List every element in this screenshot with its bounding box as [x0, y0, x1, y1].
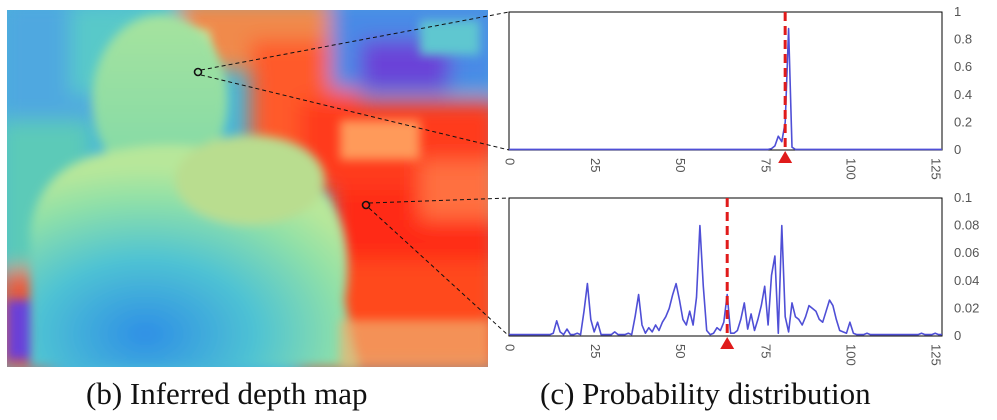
inferred-depth-map-image [7, 10, 488, 367]
y-tick-label: 0.02 [954, 300, 979, 315]
y-tick-label: 0 [954, 142, 961, 157]
y-tick-label: 0.1 [954, 190, 972, 205]
x-tick-label: 75 [758, 158, 773, 172]
y-tick-label: 0.04 [954, 273, 979, 288]
chart-frame-bottom [508, 197, 943, 337]
y-tick-label: 1 [954, 4, 961, 19]
y-tick-label: 0.8 [954, 32, 972, 47]
y-tick-label: 0.08 [954, 218, 979, 233]
x-tick-label: 125 [929, 344, 944, 366]
y-tick-label: 0.6 [954, 59, 972, 74]
x-tick-label: 25 [588, 158, 603, 172]
caption-probability-distribution: (c) Probability distribution [540, 376, 871, 411]
x-tick-label: 75 [758, 344, 773, 358]
sample-point-marker [361, 200, 371, 210]
depth-estimate-marker [720, 337, 735, 349]
probability-series-line [509, 224, 942, 336]
depth-estimate-marker [778, 151, 793, 163]
x-tick-label: 50 [673, 158, 688, 172]
x-tick-label: 25 [588, 344, 603, 358]
x-tick-label: 100 [844, 344, 859, 366]
caption-depth-map: (b) Inferred depth map [86, 376, 368, 411]
probability-chart-top: 0 25 50 75 100 125 0 0.2 0.4 0.6 0.8 1 [503, 4, 973, 180]
x-tick-label: 0 [503, 344, 518, 351]
probability-series-line [509, 27, 942, 151]
y-tick-label: 0.4 [954, 87, 972, 102]
y-tick-label: 0.2 [954, 114, 972, 129]
x-tick-label: 50 [673, 344, 688, 358]
chart-frame-top [508, 11, 943, 151]
zoom-connector-lines [200, 11, 510, 337]
y-tick-label: 0 [954, 328, 961, 343]
y-tick-label: 0.06 [954, 245, 979, 260]
probability-chart-bottom: 0 25 50 75 100 125 0 0.02 0.04 0.06 0.08 0.1 [503, 190, 980, 366]
x-tick-label: 0 [503, 158, 518, 165]
sample-point-marker [193, 67, 203, 77]
x-tick-label: 125 [929, 158, 944, 180]
x-tick-label: 100 [844, 158, 859, 180]
